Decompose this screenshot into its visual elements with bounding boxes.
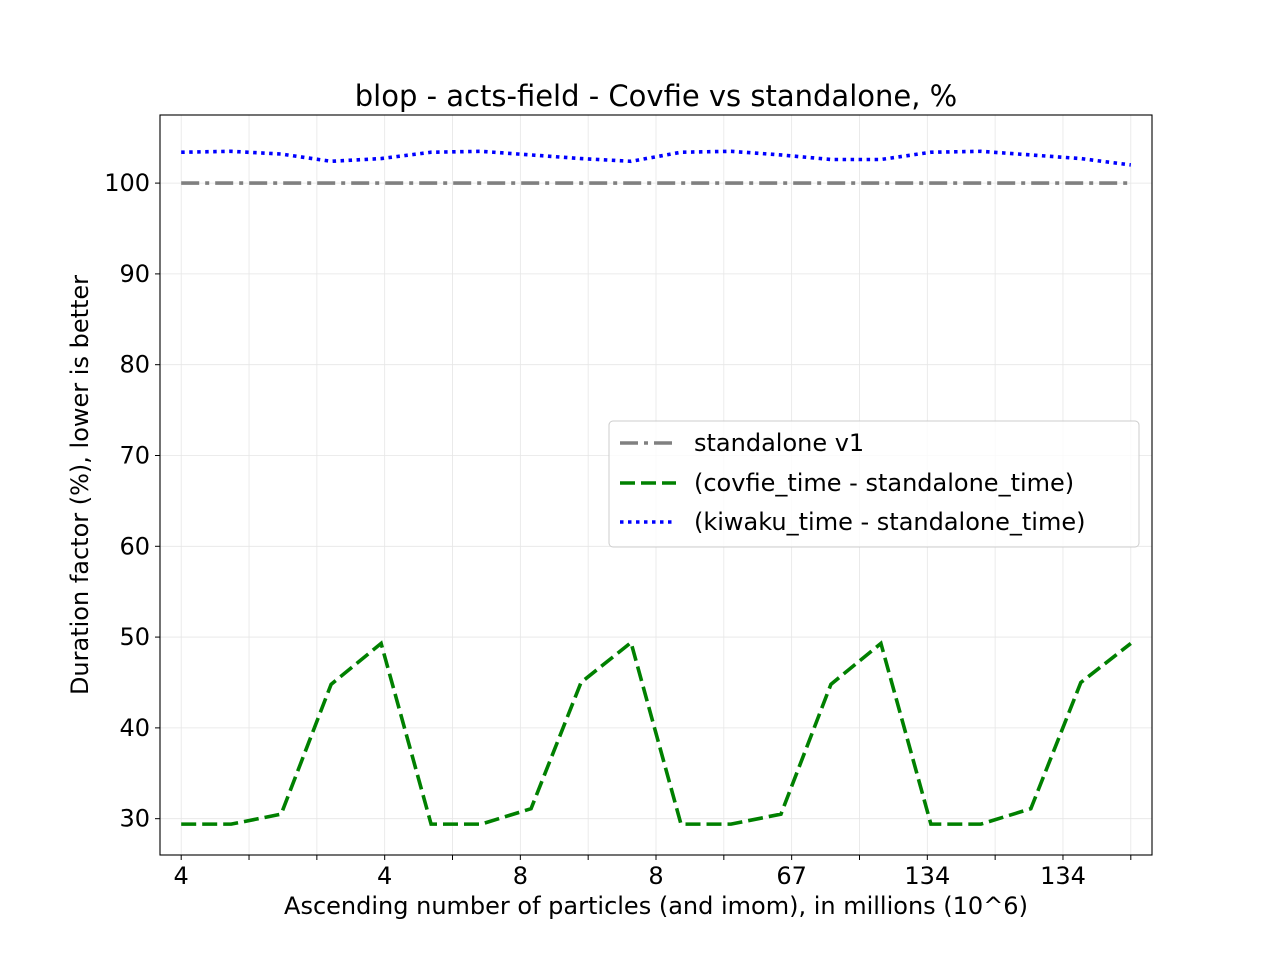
y-axis-ticks: 30 40 50 60 70 80 90 100 <box>104 169 160 833</box>
y-tick-label: 30 <box>119 805 150 833</box>
x-axis-label: Ascending number of particles (and imom)… <box>284 892 1028 920</box>
legend-box <box>608 420 1140 548</box>
series-lines <box>181 149 1132 826</box>
x-tick-label: 8 <box>648 862 663 890</box>
y-tick-label: 50 <box>119 623 150 651</box>
legend-label-kiwaku: (kiwaku_time - standalone_time) <box>694 508 1085 536</box>
legend: standalone v1 (covfie_time - standalone_… <box>608 420 1140 548</box>
legend-label-standalone: standalone v1 <box>694 429 864 457</box>
x-tick-label: 8 <box>513 862 528 890</box>
series-line-kiwaku <box>181 149 1132 167</box>
y-tick-label: 60 <box>119 532 150 560</box>
y-tick-label: 90 <box>119 260 150 288</box>
y-tick-label: 80 <box>119 351 150 379</box>
legend-label-covfie: (covfie_time - standalone_time) <box>694 469 1074 497</box>
x-tick-label: 134 <box>1040 862 1086 890</box>
y-tick-label: 70 <box>119 441 150 469</box>
x-tick-label: 67 <box>776 862 807 890</box>
y-tick-label: 100 <box>104 169 150 197</box>
y-tick-label: 40 <box>119 714 150 742</box>
x-tick-label: 134 <box>904 862 950 890</box>
x-tick-label: 4 <box>174 862 189 890</box>
series-line-covfie <box>181 639 1132 826</box>
chart-title: blop - acts-field - Covfie vs standalone… <box>355 79 957 113</box>
y-axis-label: Duration factor (%), lower is better <box>66 275 94 695</box>
x-tick-label: 4 <box>377 862 392 890</box>
x-axis-ticks: 4 4 8 8 67 134 134 <box>174 855 1132 890</box>
